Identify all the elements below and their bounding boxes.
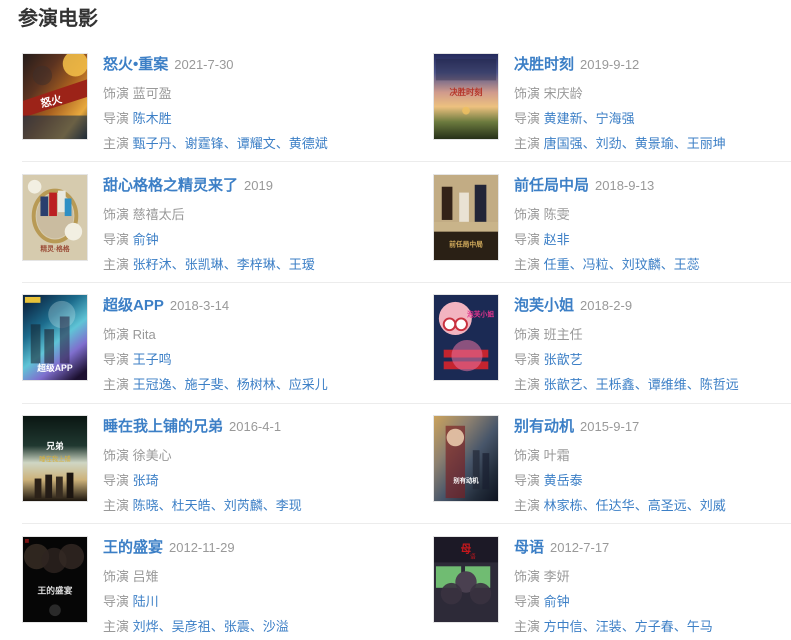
svg-text:泡芙小姐: 泡芙小姐	[467, 310, 494, 319]
svg-text:精灵·格格: 精灵·格格	[40, 244, 70, 253]
svg-text:超级APP: 超级APP	[36, 363, 73, 374]
svg-text:兄弟: 兄弟	[45, 440, 64, 451]
svg-text:前任局中局: 前任局中局	[449, 239, 483, 248]
svg-text:睡在我上铺: 睡在我上铺	[39, 454, 70, 463]
svg-text:决胜时刻: 决胜时刻	[450, 87, 483, 97]
svg-text:王的盛宴: 王的盛宴	[38, 584, 73, 595]
svg-text:语: 语	[470, 552, 476, 560]
svg-text:别有动机: 别有动机	[452, 476, 479, 485]
